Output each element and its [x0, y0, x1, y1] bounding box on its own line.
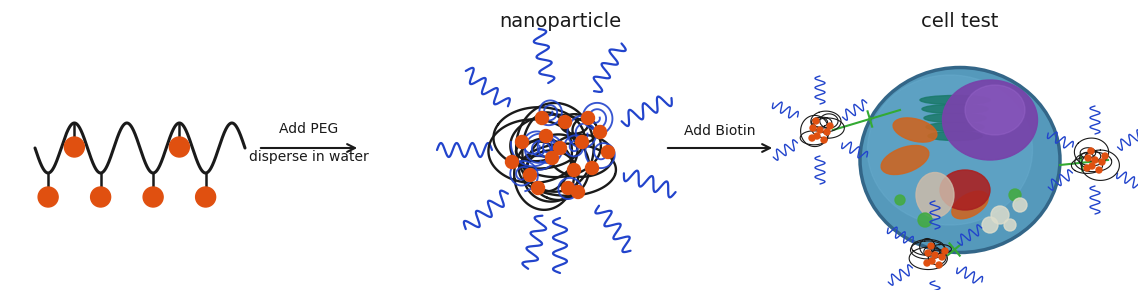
Ellipse shape	[942, 80, 1038, 160]
Circle shape	[813, 118, 819, 124]
Circle shape	[553, 142, 567, 155]
Circle shape	[545, 151, 559, 164]
Circle shape	[924, 260, 930, 266]
Circle shape	[1009, 189, 1021, 201]
Circle shape	[1089, 163, 1095, 169]
Circle shape	[894, 195, 905, 205]
Circle shape	[827, 123, 833, 129]
Circle shape	[918, 213, 932, 227]
Circle shape	[594, 126, 607, 139]
Circle shape	[927, 243, 934, 249]
Text: cell test: cell test	[922, 12, 999, 31]
Circle shape	[505, 155, 519, 168]
Ellipse shape	[940, 170, 990, 210]
Circle shape	[1092, 157, 1098, 163]
Circle shape	[814, 133, 820, 139]
Circle shape	[143, 187, 163, 207]
Circle shape	[939, 254, 945, 260]
Ellipse shape	[860, 68, 1059, 253]
Circle shape	[935, 262, 942, 268]
Circle shape	[809, 135, 815, 141]
Ellipse shape	[951, 191, 988, 219]
Ellipse shape	[867, 75, 1032, 225]
Circle shape	[170, 137, 189, 157]
Circle shape	[559, 115, 571, 128]
Circle shape	[65, 137, 84, 157]
Circle shape	[585, 162, 599, 175]
Circle shape	[1088, 148, 1094, 154]
Ellipse shape	[927, 131, 982, 140]
Circle shape	[582, 111, 594, 124]
Circle shape	[568, 164, 580, 177]
Circle shape	[1085, 165, 1090, 171]
Ellipse shape	[920, 95, 990, 104]
Text: Add Biotin: Add Biotin	[684, 124, 756, 138]
Circle shape	[539, 130, 553, 142]
Circle shape	[571, 186, 585, 198]
Circle shape	[516, 135, 528, 148]
Circle shape	[982, 217, 998, 233]
Circle shape	[39, 187, 58, 207]
Ellipse shape	[881, 146, 929, 175]
Circle shape	[561, 182, 575, 195]
Circle shape	[531, 182, 544, 195]
Text: nanoparticle: nanoparticle	[498, 12, 621, 31]
Ellipse shape	[926, 122, 984, 131]
Circle shape	[824, 129, 830, 135]
Circle shape	[932, 252, 938, 258]
Circle shape	[576, 135, 588, 148]
Circle shape	[1004, 219, 1016, 231]
Circle shape	[536, 111, 549, 124]
Text: disperse in water: disperse in water	[249, 150, 369, 164]
Ellipse shape	[916, 173, 954, 218]
Circle shape	[991, 206, 1009, 224]
Ellipse shape	[924, 113, 986, 122]
Circle shape	[817, 127, 823, 133]
Text: Add PEG: Add PEG	[279, 122, 339, 136]
Circle shape	[810, 125, 816, 131]
Circle shape	[820, 137, 827, 143]
Circle shape	[942, 248, 948, 254]
Circle shape	[196, 187, 215, 207]
Circle shape	[602, 146, 615, 159]
Circle shape	[523, 168, 536, 182]
Circle shape	[1099, 159, 1105, 165]
Circle shape	[1102, 153, 1108, 159]
Circle shape	[929, 258, 935, 264]
Ellipse shape	[893, 118, 937, 142]
Ellipse shape	[965, 85, 1025, 135]
Circle shape	[925, 250, 931, 256]
Circle shape	[91, 187, 110, 207]
Circle shape	[1085, 155, 1091, 161]
Circle shape	[1096, 167, 1102, 173]
Circle shape	[1013, 198, 1026, 212]
Ellipse shape	[922, 104, 988, 113]
